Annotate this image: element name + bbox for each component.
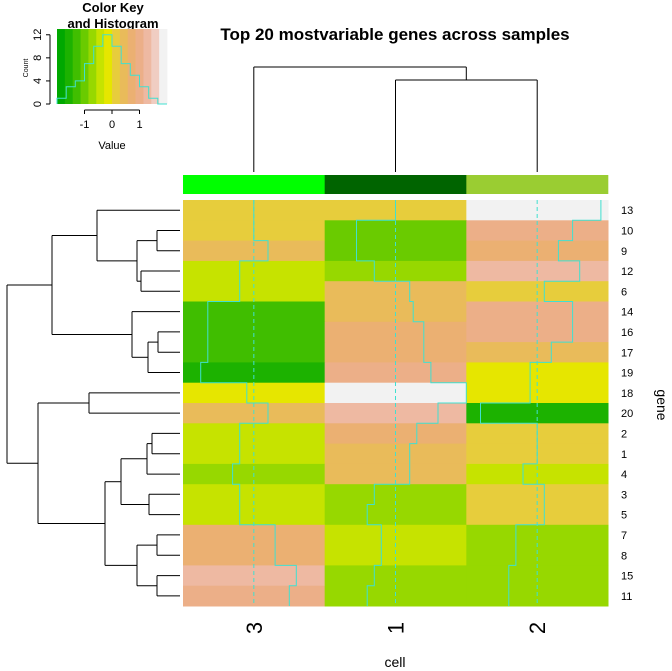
heatmap-cell <box>183 362 326 384</box>
color-key-y-tick-label: 4 <box>32 78 44 84</box>
color-key-title-line2: and Histogram <box>67 16 158 31</box>
row-label: 17 <box>621 347 633 359</box>
trace-line <box>480 200 602 606</box>
color-key-swatch <box>64 29 74 104</box>
column-side-colors <box>183 175 609 194</box>
color-key-swatch <box>151 29 160 104</box>
heatmap-cell <box>466 321 609 343</box>
color-key-swatch <box>104 29 113 104</box>
heatmap-cell <box>183 301 326 323</box>
heatmap-cell <box>324 585 467 607</box>
heatmap-cell <box>324 565 467 587</box>
color-key-y-tick-label: 8 <box>32 55 44 61</box>
heatmap-cell <box>324 342 467 363</box>
row-label: 6 <box>621 286 627 298</box>
heatmap-cells <box>183 200 609 607</box>
heatmap-cell <box>324 362 467 384</box>
column-labels: 3 1 2 <box>242 622 550 634</box>
color-key-swatch <box>159 29 168 104</box>
heatmap-cell <box>466 545 609 566</box>
color-key-histogram <box>56 34 167 105</box>
heatmap-cell <box>183 524 326 546</box>
color-key-x-tick-label: 0 <box>109 119 115 131</box>
color-key-y-tick-label: 0 <box>32 101 44 107</box>
color-key-swatch <box>72 29 81 104</box>
heatmap-cell <box>183 382 326 404</box>
row-label: 2 <box>621 428 627 440</box>
column-side-color <box>466 175 609 194</box>
color-key-ylabel: Count <box>23 59 30 78</box>
color-key-x-tick-label: 1 <box>136 119 142 131</box>
column-traces <box>200 200 602 606</box>
heatmap-cell <box>466 565 609 587</box>
row-label: 1 <box>621 449 627 461</box>
trace-line <box>356 200 467 606</box>
chart-title: Top 20 mostvariable genes across samples <box>220 25 569 44</box>
heatmap-cell <box>466 382 609 404</box>
color-key-swatch <box>119 29 129 104</box>
row-label: 10 <box>621 226 633 238</box>
color-key-swatch <box>127 29 136 104</box>
trace-line <box>200 200 297 606</box>
color-key-swatch <box>88 29 97 104</box>
heatmap-cell <box>466 524 609 546</box>
color-key-swatch <box>96 29 105 104</box>
row-label: 13 <box>621 205 633 217</box>
heatmap-cell <box>183 321 326 343</box>
row-label: 7 <box>621 530 627 542</box>
row-label: 20 <box>621 408 633 420</box>
color-key-title-line1: Color Key <box>82 0 144 15</box>
heatmap-cell <box>324 524 467 546</box>
heatmap-cell <box>466 342 609 363</box>
color-key-x-tick-label: -1 <box>80 119 90 131</box>
heatmap-cell <box>324 504 467 526</box>
x-axis-label: cell <box>384 654 405 670</box>
heatmap-cell <box>466 585 609 607</box>
row-label: 12 <box>621 266 633 278</box>
row-label: 15 <box>621 571 633 583</box>
row-label: 19 <box>621 368 633 380</box>
heatmap-cell <box>324 382 467 404</box>
column-label: 2 <box>525 622 550 634</box>
row-label: 18 <box>621 388 633 400</box>
column-side-color <box>324 175 467 194</box>
color-key-xlabel: Value <box>98 140 125 152</box>
heatmap-cell <box>183 545 326 566</box>
y-axis-label: gene <box>654 389 670 420</box>
row-label: 14 <box>621 307 633 319</box>
row-label: 11 <box>621 591 632 603</box>
column-label: 1 <box>384 622 409 634</box>
row-label: 5 <box>621 510 627 522</box>
heatmap-cell <box>183 342 326 363</box>
color-key-y-tick-label: 12 <box>32 29 44 41</box>
heatmap-cell <box>183 504 326 526</box>
row-label: 9 <box>621 246 627 258</box>
heatmap-cell <box>324 321 467 343</box>
color-key-swatch <box>143 29 152 104</box>
column-label: 3 <box>242 622 267 634</box>
heatmap-cell <box>324 545 467 566</box>
color-key-swatch <box>57 29 66 104</box>
row-label: 16 <box>621 327 633 339</box>
heatmap-cell <box>466 504 609 526</box>
heatmap-cell <box>183 565 326 587</box>
heatmap-cell <box>466 362 609 384</box>
column-side-color <box>183 175 325 194</box>
column-dendrogram <box>253 66 538 172</box>
heatmap-cell <box>324 301 467 323</box>
row-label: 3 <box>621 489 627 501</box>
row-label: 8 <box>621 550 627 562</box>
row-dendrogram <box>6 209 180 597</box>
color-key-swatch <box>135 29 144 104</box>
color-key-swatch <box>112 29 121 104</box>
row-label: 4 <box>621 469 627 481</box>
